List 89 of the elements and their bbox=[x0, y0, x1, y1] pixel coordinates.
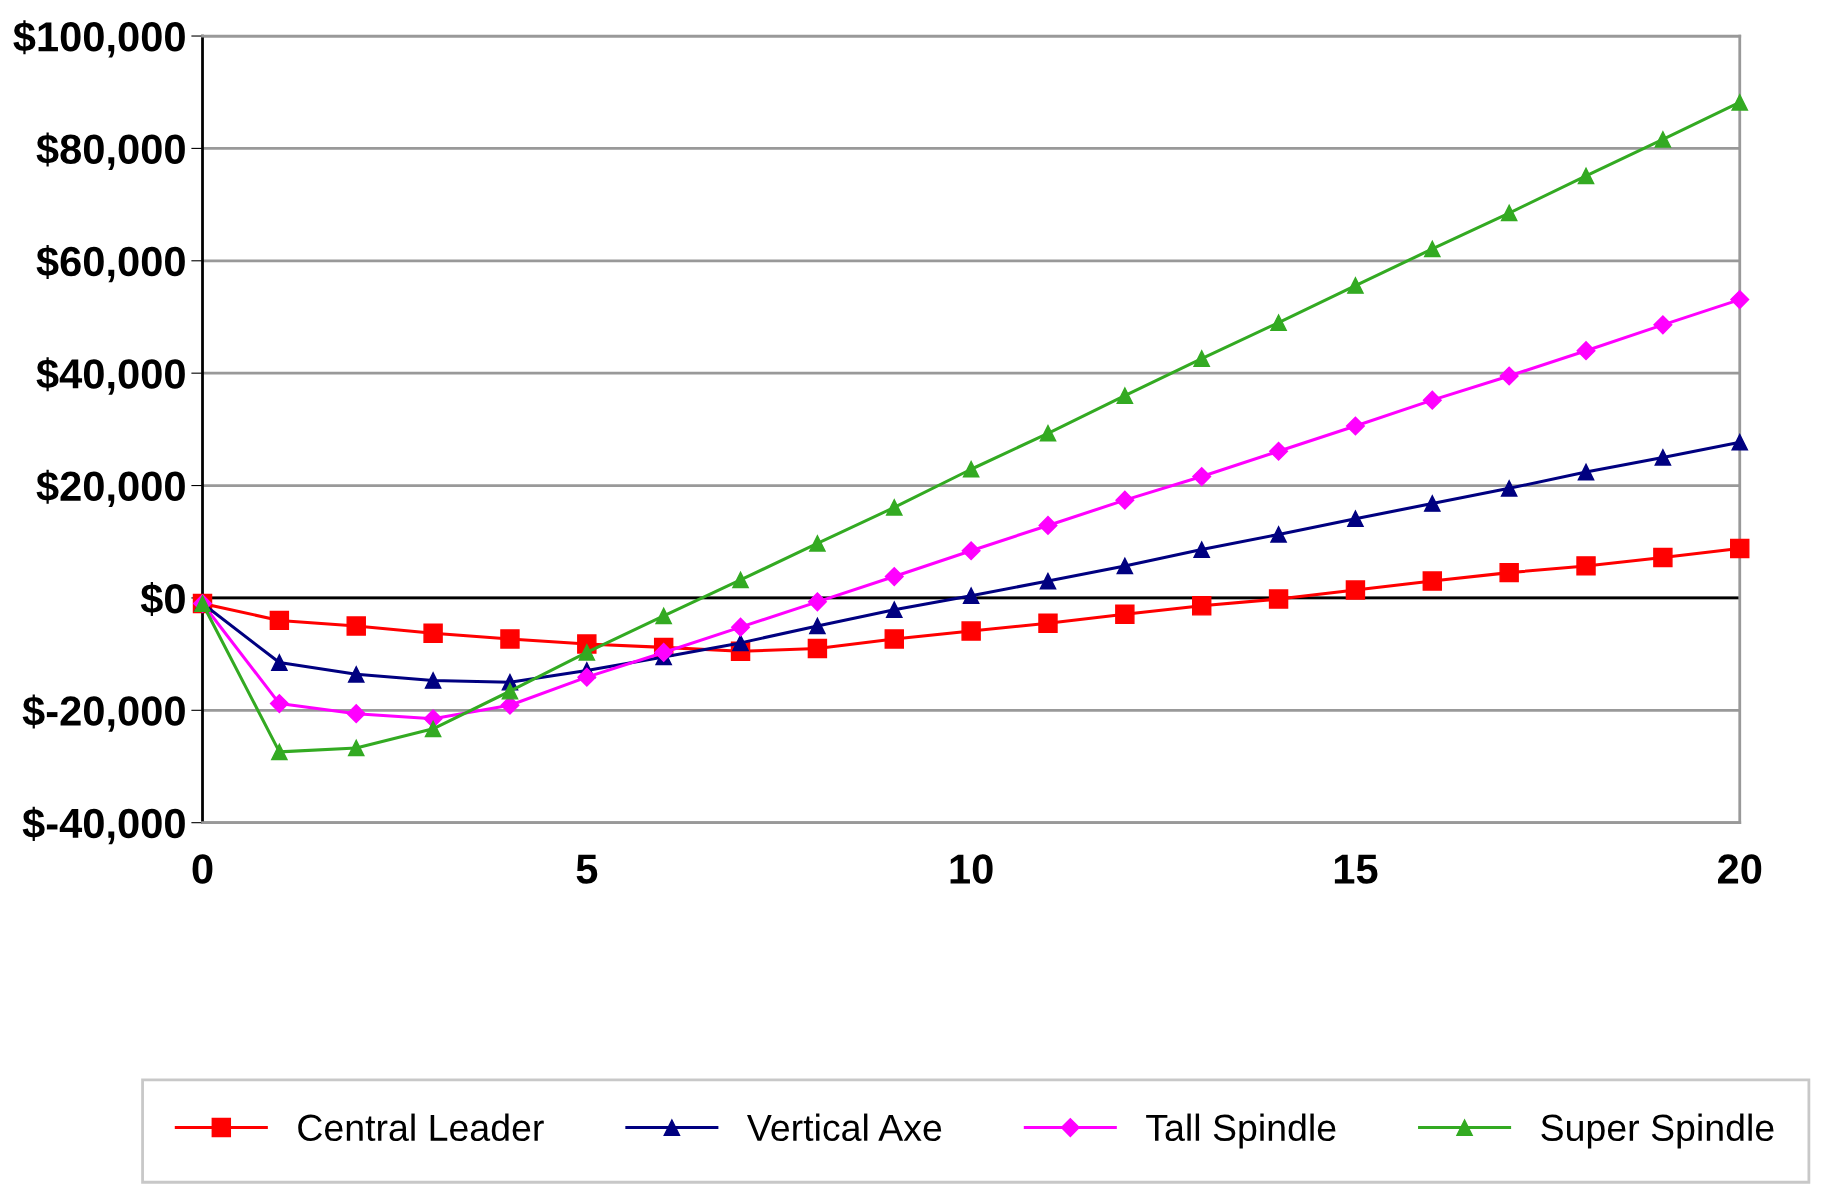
x-tick-label: 0 bbox=[192, 854, 213, 884]
point bbox=[271, 743, 288, 761]
legend-label: Super Spindle bbox=[1541, 1113, 1774, 1149]
point bbox=[732, 571, 749, 589]
point bbox=[1499, 562, 1519, 583]
point bbox=[1038, 515, 1058, 535]
point bbox=[1576, 341, 1596, 361]
point bbox=[1422, 571, 1443, 591]
point bbox=[347, 666, 365, 683]
point bbox=[1654, 131, 1672, 148]
point bbox=[269, 694, 289, 714]
point bbox=[1577, 167, 1595, 185]
point bbox=[1269, 441, 1289, 461]
point bbox=[1270, 526, 1287, 543]
point bbox=[1576, 556, 1596, 576]
point bbox=[271, 654, 288, 671]
point bbox=[500, 629, 520, 649]
point bbox=[1191, 596, 1212, 616]
point bbox=[962, 587, 980, 605]
y-tick-label: $40,000 bbox=[36, 357, 185, 395]
point bbox=[1653, 547, 1673, 568]
point bbox=[655, 607, 673, 625]
point bbox=[884, 567, 904, 587]
point bbox=[1499, 366, 1519, 386]
point bbox=[1115, 490, 1135, 510]
y-tick-label: $-40,000 bbox=[22, 806, 185, 845]
point bbox=[1268, 589, 1289, 609]
point bbox=[961, 621, 981, 641]
point bbox=[1731, 433, 1749, 451]
point bbox=[1039, 424, 1057, 442]
legend-label: Vertical Axe bbox=[747, 1113, 942, 1142]
point bbox=[1347, 277, 1364, 294]
point bbox=[1039, 572, 1057, 590]
legend-label: Tall Spindle bbox=[1146, 1113, 1336, 1149]
x-tick-label: 15 bbox=[1334, 854, 1378, 884]
point bbox=[807, 638, 828, 659]
point bbox=[1423, 240, 1441, 258]
y-tick-label: $60,000 bbox=[36, 244, 185, 283]
point bbox=[1193, 541, 1211, 558]
point bbox=[809, 617, 826, 635]
point bbox=[1577, 463, 1595, 481]
point bbox=[1730, 538, 1750, 559]
y-tick-label: $80,000 bbox=[36, 132, 185, 170]
point bbox=[1347, 510, 1364, 528]
point bbox=[809, 535, 826, 552]
point bbox=[346, 704, 366, 724]
point bbox=[1115, 604, 1135, 624]
point bbox=[807, 592, 827, 612]
point bbox=[578, 644, 596, 661]
point bbox=[1345, 416, 1365, 436]
point bbox=[731, 617, 751, 637]
point bbox=[1731, 93, 1749, 111]
x-tick-label: 10 bbox=[950, 854, 993, 884]
point bbox=[1270, 314, 1287, 331]
point bbox=[424, 720, 442, 738]
point bbox=[1422, 390, 1442, 410]
point bbox=[1345, 580, 1366, 600]
legend-label: Central Leader bbox=[298, 1113, 544, 1142]
point bbox=[347, 739, 365, 757]
point bbox=[961, 541, 981, 561]
point bbox=[1116, 557, 1134, 575]
point bbox=[885, 499, 903, 516]
point bbox=[1038, 613, 1058, 633]
point bbox=[1193, 350, 1211, 367]
point bbox=[962, 460, 980, 478]
point bbox=[577, 667, 597, 687]
point bbox=[501, 682, 519, 700]
y-tick-label: $100,000 bbox=[13, 20, 185, 58]
y-tick-label: $-20,000 bbox=[22, 694, 185, 732]
point bbox=[732, 634, 749, 652]
point bbox=[424, 672, 442, 689]
point bbox=[884, 629, 904, 649]
point bbox=[654, 642, 674, 662]
x-tick-label: 5 bbox=[576, 854, 598, 884]
point bbox=[423, 623, 443, 644]
point bbox=[1653, 315, 1673, 335]
y-tick-label: $20,000 bbox=[36, 469, 185, 508]
point bbox=[269, 610, 290, 631]
point bbox=[1730, 290, 1750, 310]
point bbox=[885, 601, 903, 619]
point bbox=[1423, 495, 1441, 512]
point bbox=[1116, 387, 1134, 404]
x-tick-label: 20 bbox=[1718, 854, 1762, 884]
point bbox=[1500, 480, 1518, 497]
point bbox=[1500, 204, 1518, 222]
y-tick-label: $0 bbox=[140, 582, 185, 617]
point bbox=[1654, 449, 1672, 466]
point bbox=[1192, 467, 1212, 487]
point bbox=[346, 616, 366, 636]
